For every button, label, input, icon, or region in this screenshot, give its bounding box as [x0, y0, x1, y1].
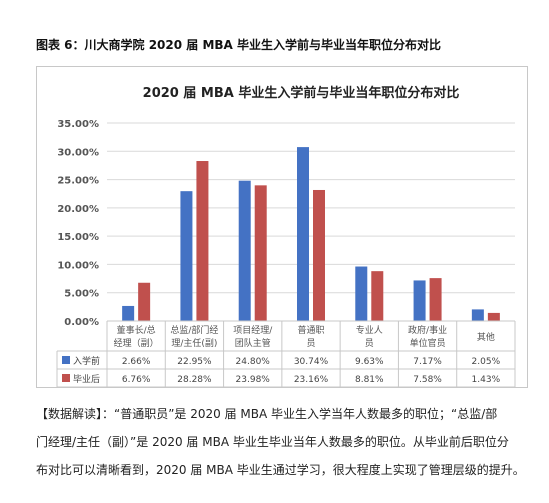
notes-line-3: 布对比可以清晰看到，2020 届 MBA 毕业生通过学习，很大程度上实现了管理层…	[36, 463, 525, 477]
category-label: 政府/事业	[408, 324, 447, 336]
bar-before	[297, 147, 309, 321]
data-label: 30.74%	[294, 357, 329, 367]
notes-line-2: 门经理/主任（副）”是 2020 届 MBA 毕业生毕业当年人数最多的职位。从毕…	[36, 435, 509, 449]
data-label: 9.63%	[355, 357, 384, 367]
legend-key-before	[62, 356, 70, 364]
data-label: 6.76%	[122, 375, 151, 385]
data-label: 24.80%	[236, 357, 271, 367]
data-label: 7.58%	[413, 375, 442, 385]
bar-chart: 2020 届 MBA 毕业生入学前与毕业当年职位分布对比 35.00% 30.00%…	[56, 85, 516, 387]
data-label: 28.28%	[177, 375, 212, 385]
bar-before	[180, 191, 193, 321]
legend-key-after	[62, 374, 70, 382]
bar-after	[138, 282, 151, 321]
y-tick-label: 10.00%	[57, 260, 99, 271]
bar-after	[429, 278, 442, 321]
y-tick-label: 15.00%	[57, 232, 99, 243]
y-tick-label: 0.00%	[64, 317, 99, 328]
notes-line-1: 【数据解读】：“普通职员”是 2020 届 MBA 毕业生入学当年人数最多的职位…	[36, 407, 498, 421]
category-label: 经理（副）	[114, 337, 159, 349]
legend-label: 入学前	[73, 355, 100, 367]
category-label: 单位官员	[410, 337, 446, 349]
bar-before	[122, 305, 135, 321]
data-label: 8.81%	[355, 375, 384, 385]
data-label: 7.17%	[413, 357, 442, 367]
data-label: 22.95%	[177, 357, 212, 367]
y-tick-label: 20.00%	[57, 204, 99, 215]
bar-before	[238, 180, 251, 321]
data-label: 1.43%	[472, 375, 501, 385]
data-label: 23.16%	[294, 375, 329, 385]
category-label: 项目经理/	[233, 324, 273, 336]
category-label: 普通职	[297, 324, 324, 336]
data-label: 2.05%	[472, 357, 501, 367]
y-tick-label: 30.00%	[57, 147, 99, 158]
category-label: 团队主管	[235, 337, 271, 349]
figure-caption: 图表 6：川大商学院 2020 届 MBA 毕业生入学前与毕业当年职位分布对比	[36, 38, 442, 52]
category-label: 总监/部门经	[170, 324, 218, 336]
data-label: 23.98%	[236, 375, 271, 385]
y-tick-label: 35.00%	[57, 119, 99, 130]
data-interpretation: 【数据解读】：“普通职员”是 2020 届 MBA 毕业生入学当年人数最多的职位…	[36, 400, 530, 484]
y-tick-label: 5.00%	[64, 289, 99, 300]
y-tick-label: 25.00%	[57, 176, 99, 187]
chart-area: 2020 届 MBA 毕业生入学前与毕业当年职位分布对比 35.00% 30.00%…	[36, 66, 528, 388]
data-label: 2.66%	[122, 357, 151, 367]
category-label: 理/主任(副)	[171, 337, 217, 349]
category-label: 员	[365, 338, 374, 349]
bar-before	[471, 309, 484, 321]
category-label: 董事长/总	[117, 324, 156, 336]
bar-before	[355, 266, 368, 321]
legend-label: 毕业后	[73, 373, 100, 385]
category-label: 专业人	[356, 324, 383, 336]
bar-after	[196, 161, 209, 321]
bar-after	[254, 185, 267, 321]
bar-after	[313, 189, 325, 321]
category-label: 员	[306, 338, 315, 349]
chart-title: 2020 届 MBA 毕业生入学前与毕业当年职位分布对比	[143, 85, 460, 101]
category-label: 其他	[477, 331, 495, 343]
bar-before	[413, 280, 426, 321]
bar-after	[487, 312, 500, 321]
bar-after	[371, 271, 384, 321]
